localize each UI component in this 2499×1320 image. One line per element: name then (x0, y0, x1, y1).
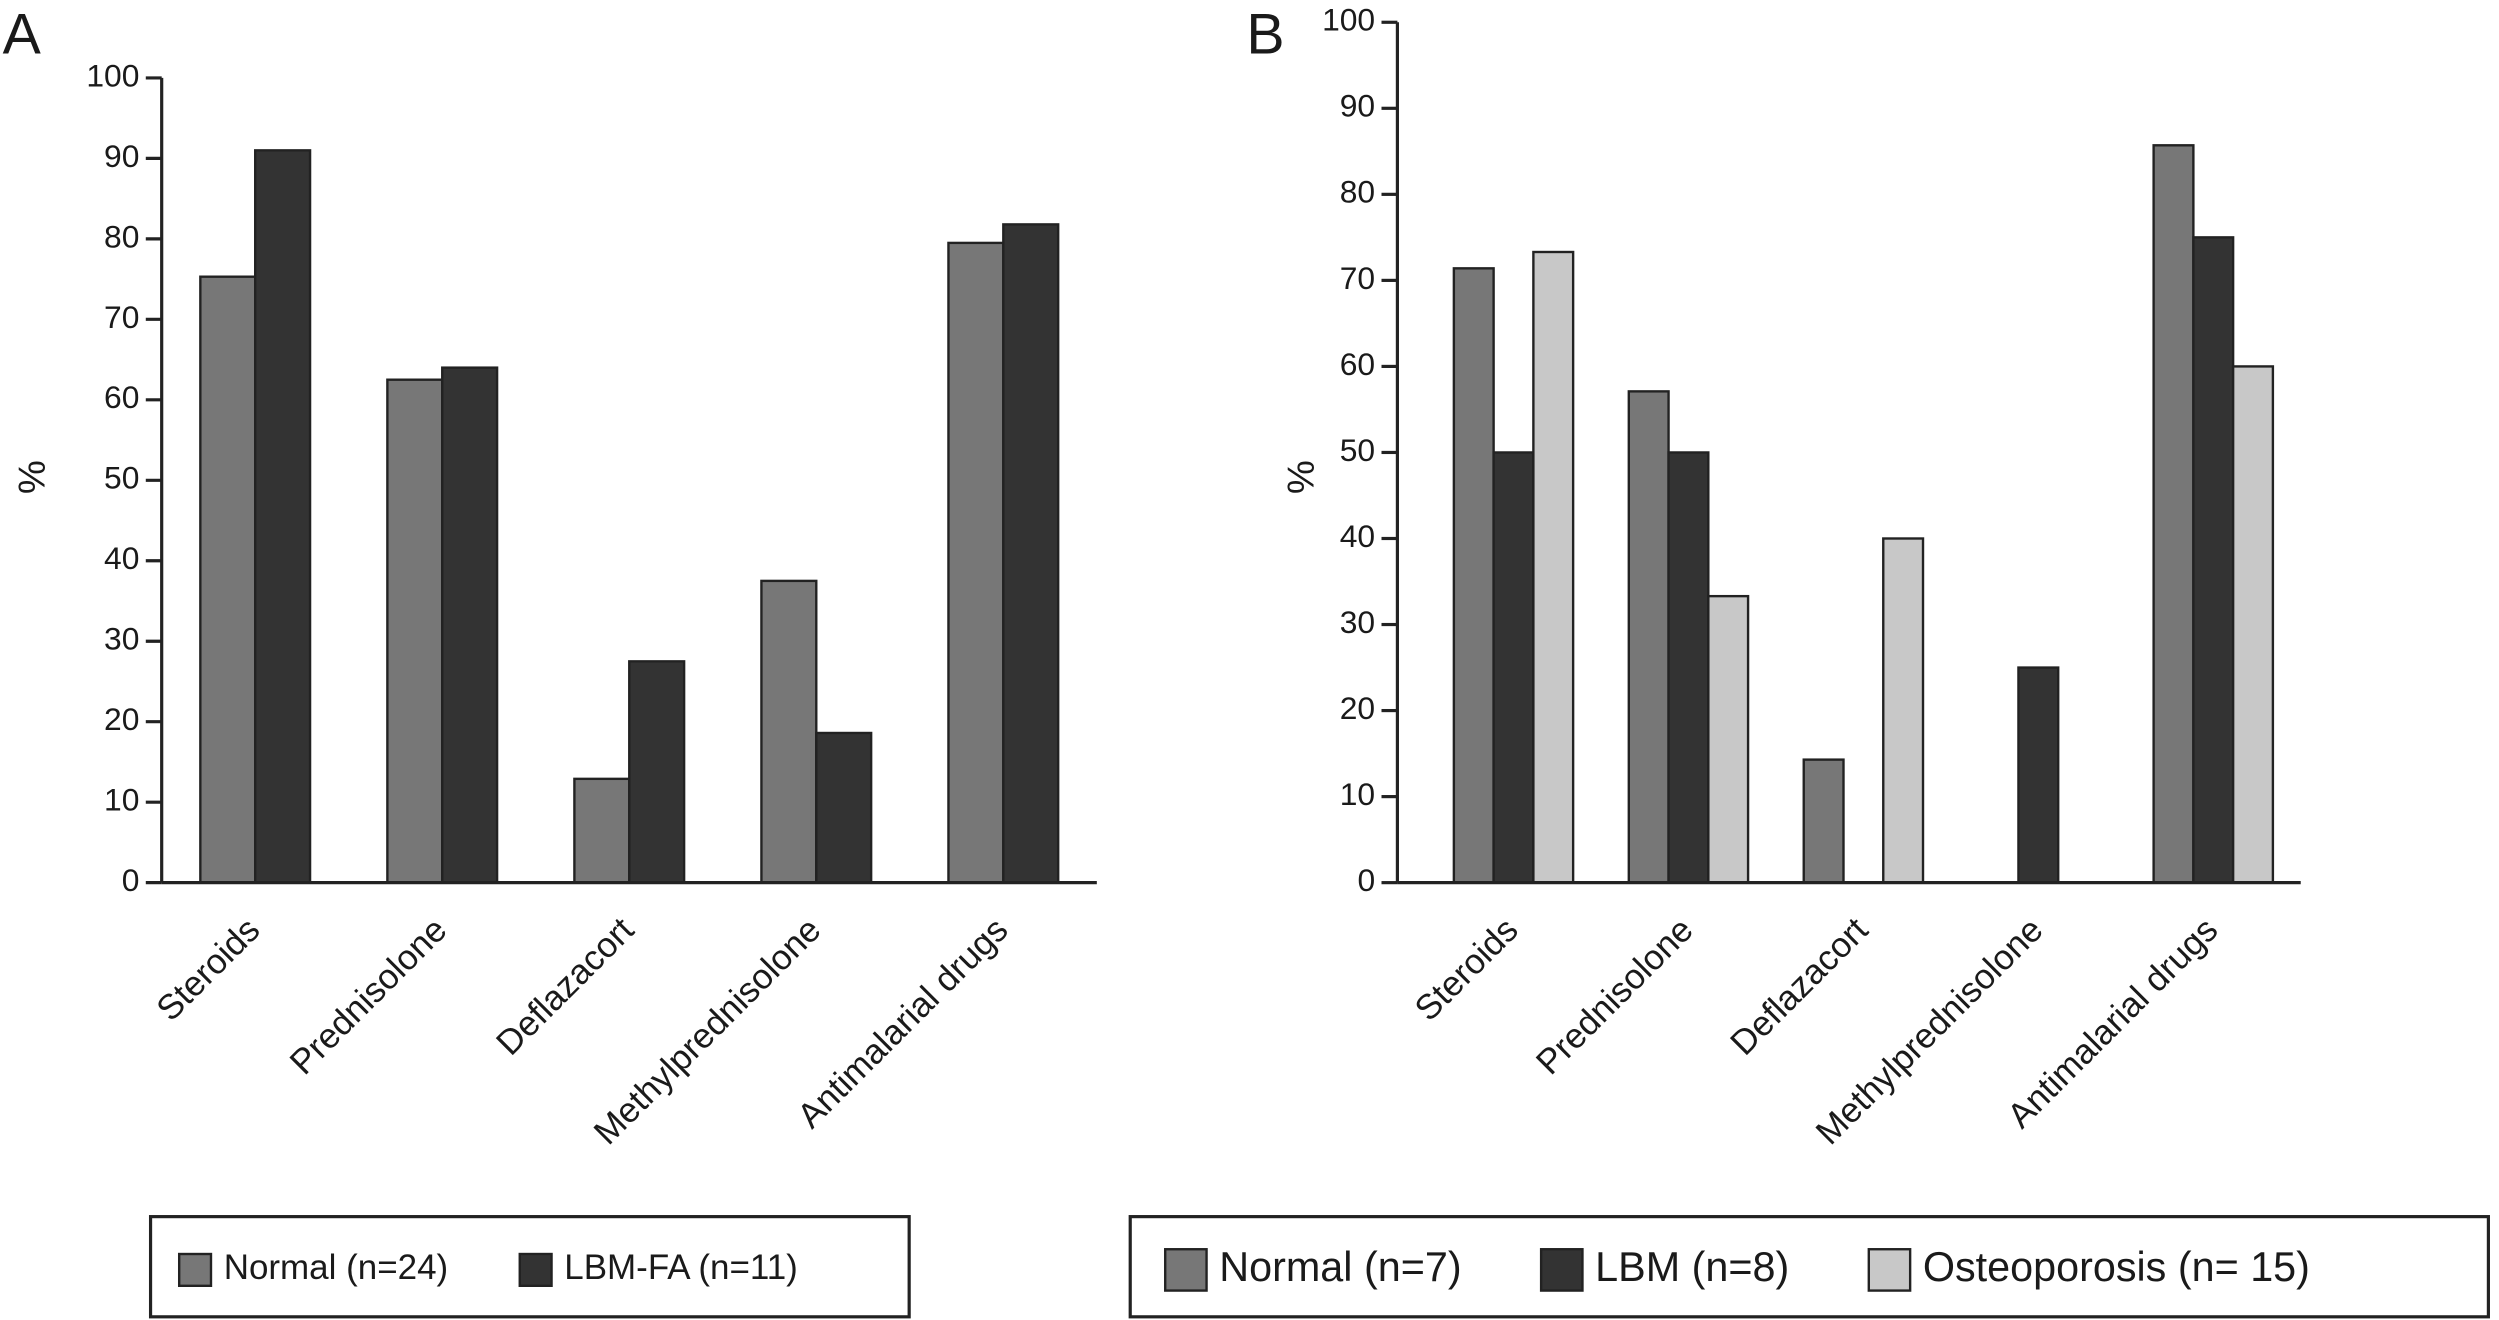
y-tick-label: 70 (104, 299, 139, 335)
legend-swatch (1164, 1248, 1208, 1292)
y-tick-label: 100 (86, 57, 139, 93)
y-tick-label: 60 (1340, 346, 1375, 382)
legend-box (148, 1215, 911, 1319)
y-tick-label: 50 (104, 460, 139, 496)
bar (1802, 758, 1845, 884)
y-tick-label: 100 (1322, 2, 1375, 38)
legend-box (1128, 1215, 2490, 1319)
legend-swatch (1867, 1248, 1912, 1292)
panel-label: B (1246, 2, 1284, 66)
y-tick-label: 90 (1340, 88, 1375, 124)
legend-swatch (518, 1252, 553, 1287)
bar (1667, 451, 1710, 884)
legend-swatch (1539, 1248, 1584, 1292)
bar (386, 378, 444, 884)
bar (815, 731, 873, 884)
bar (1452, 267, 1495, 884)
bar (1707, 594, 1750, 884)
y-tick-label: 0 (122, 862, 140, 898)
bar (1492, 451, 1535, 884)
y-tick-label: 40 (104, 540, 139, 576)
y-tick-label: 60 (104, 379, 139, 415)
bar (254, 149, 312, 884)
bar (1532, 250, 1575, 884)
x-tick-label: Prednisolone (282, 910, 454, 1082)
x-tick-label: Deflazacort (1723, 910, 1876, 1063)
bar (2231, 365, 2275, 884)
bar (441, 366, 499, 884)
bar (1627, 390, 1670, 884)
legend-swatch (177, 1252, 213, 1287)
x-tick-label: Antimalarial drugs (790, 910, 1015, 1135)
legend-label: LBM-FA (n=11) (564, 1248, 798, 1287)
y-tick-label: 80 (1340, 174, 1375, 210)
bar (1002, 223, 1060, 884)
y-tick-label: 40 (1340, 518, 1375, 554)
y-tick-label: 80 (104, 218, 139, 254)
y-tick-label: 90 (104, 138, 139, 174)
y-tick-label: 30 (104, 621, 139, 657)
bar (760, 579, 818, 884)
bar (2192, 236, 2235, 884)
y-tick-label: 20 (1340, 690, 1375, 726)
y-tick-label: 70 (1340, 260, 1375, 296)
bar (2152, 144, 2195, 884)
y-axis-label: % (1280, 460, 1323, 494)
legend-label: Normal (n=7) (1219, 1244, 1461, 1290)
y-tick-label: 30 (1340, 604, 1375, 640)
y-tick-label: 0 (1357, 862, 1375, 898)
y-axis-label: % (11, 460, 54, 494)
bar (2017, 666, 2060, 884)
x-tick-label: Steroids (149, 910, 267, 1028)
bar (573, 777, 631, 884)
bar (1882, 537, 1925, 884)
legend-label: Normal (n=24) (224, 1248, 448, 1287)
bar (199, 275, 257, 884)
y-tick-label: 10 (104, 782, 139, 818)
panel-label: A (3, 2, 42, 66)
y-tick-label: 50 (1340, 432, 1375, 468)
x-tick-label: Steroids (1407, 910, 1525, 1028)
legend-label: LBM (n=8) (1595, 1244, 1789, 1290)
y-tick-label: 20 (104, 701, 139, 737)
legend-label: Osteoporosis (n= 15) (1923, 1244, 2310, 1290)
x-tick-label: Deflazacort (489, 910, 642, 1063)
bar (947, 241, 1005, 884)
x-tick-label: Prednisolone (1529, 910, 1701, 1082)
y-tick-label: 10 (1340, 776, 1375, 812)
bar (628, 660, 686, 884)
